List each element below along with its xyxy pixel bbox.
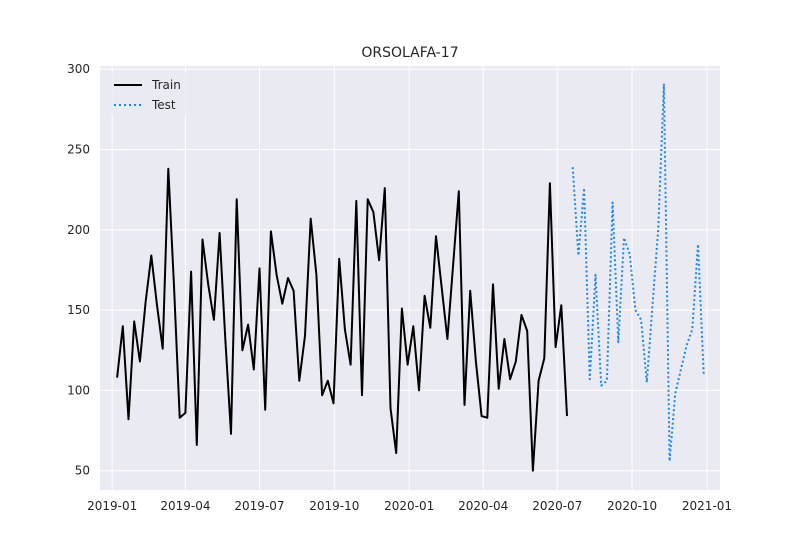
- legend-train-label: Train: [151, 78, 181, 92]
- legend-box: [106, 72, 188, 116]
- x-tick-label: 2019-10: [309, 499, 359, 513]
- x-tick-label: 2020-01: [384, 499, 434, 513]
- chart-title: ORSOLAFA-17: [361, 45, 458, 61]
- x-tick-label: 2019-04: [160, 499, 210, 513]
- series-layer: [116, 82, 705, 472]
- y-tick-label: 300: [67, 62, 90, 76]
- y-tick-label: 50: [75, 464, 90, 478]
- x-tick-label: 2020-10: [607, 499, 657, 513]
- x-tick-label: 2019-01: [87, 499, 137, 513]
- y-tick-label: 100: [67, 383, 90, 397]
- x-tick-label: 2020-04: [458, 499, 508, 513]
- tick-labels: 50 100 150 200 250 300 2019-01 2019-04 2019-07 20…: [67, 62, 732, 513]
- legend: Train Test: [106, 72, 188, 116]
- x-tick-label: 2019-07: [234, 499, 284, 513]
- grid-lines: [100, 66, 720, 490]
- y-tick-label: 200: [67, 223, 90, 237]
- series-line-test: [571, 82, 705, 463]
- x-tick-label: 2021-01: [682, 499, 732, 513]
- plot-area: [100, 66, 720, 490]
- x-tick-label: 2020-07: [532, 499, 582, 513]
- y-tick-label: 250: [67, 143, 90, 157]
- series-line-train: [116, 167, 568, 472]
- legend-test-label: Test: [151, 98, 176, 112]
- y-tick-label: 150: [67, 303, 90, 317]
